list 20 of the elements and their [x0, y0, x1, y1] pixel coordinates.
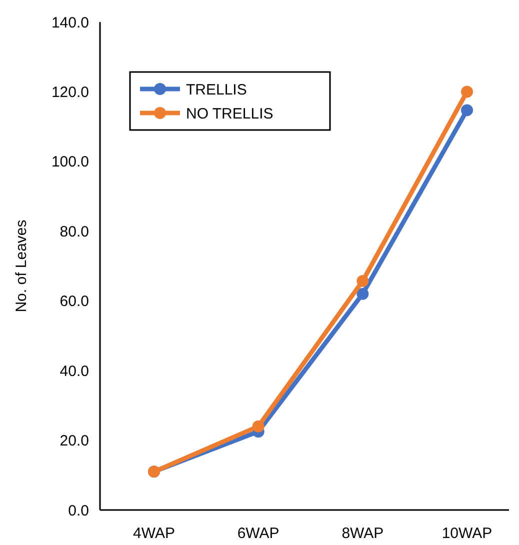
point	[461, 86, 473, 98]
y-tick-label: 0.0	[68, 502, 89, 520]
point	[252, 420, 264, 432]
x-tick-label: 4WAP	[133, 525, 175, 542]
x-tick-label: 10WAP	[442, 525, 492, 542]
point	[356, 274, 369, 287]
y-tick-label: 140.0	[51, 14, 89, 32]
y-tick-label: 60.0	[60, 293, 89, 310]
point	[356, 288, 369, 300]
x-tick-label: 6WAP	[237, 525, 280, 542]
x-tick-label: 8WAP	[342, 525, 384, 542]
y-tick-label: 40.0	[60, 362, 89, 380]
y-tick-label: 100.0	[51, 154, 89, 171]
y-tick-label: 120.0	[51, 84, 89, 101]
legend-label: TRELLIS	[186, 81, 247, 98]
legend-label: NO TRELLIS	[186, 105, 274, 122]
y-axis-title: No. of Leaves	[13, 220, 30, 312]
y-tick-label: 20.0	[60, 432, 89, 450]
point	[461, 104, 473, 116]
y-tick-label: 80.0	[60, 223, 89, 240]
